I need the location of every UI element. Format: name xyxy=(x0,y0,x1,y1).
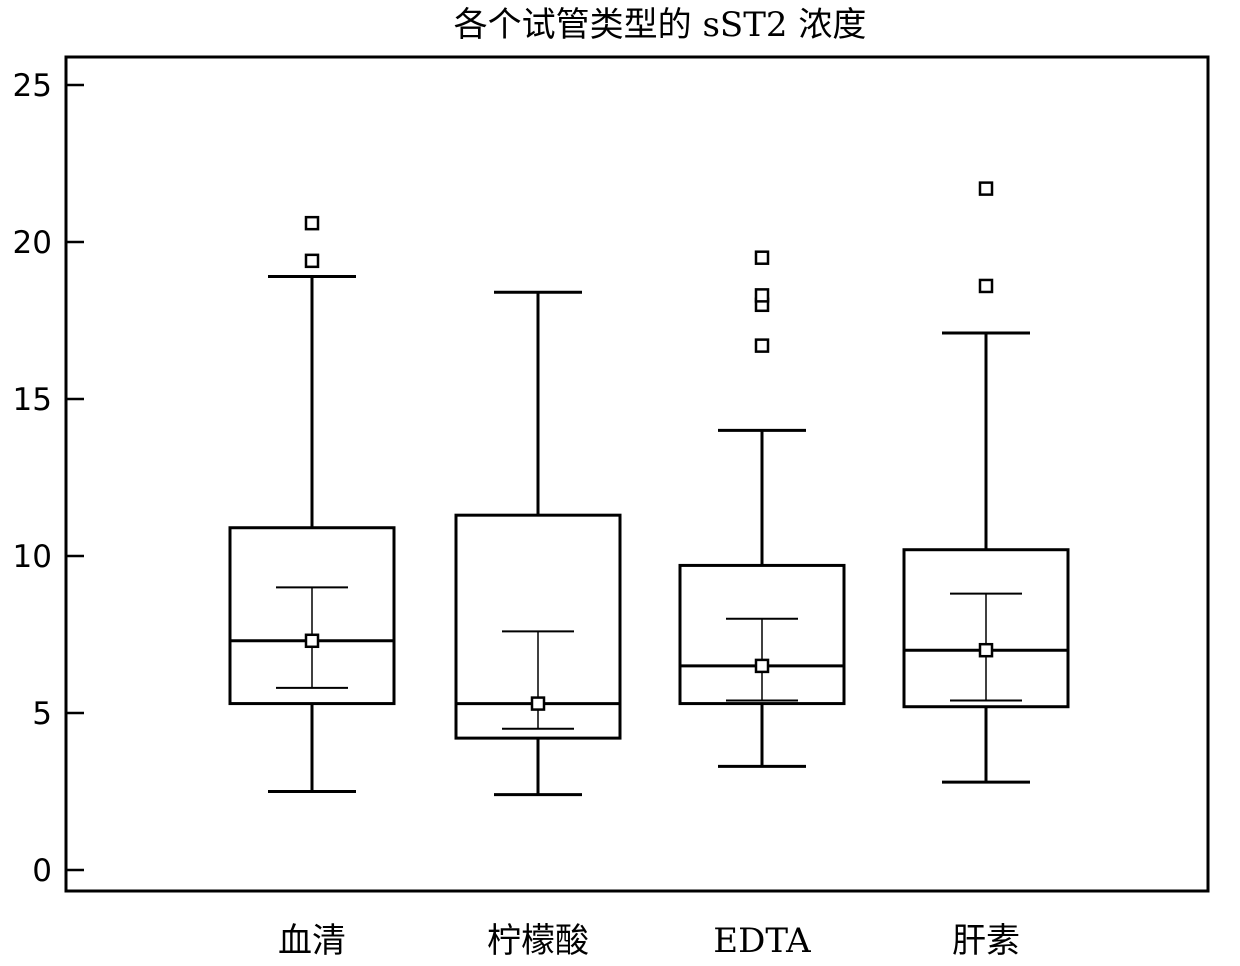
y-tick-label: 25 xyxy=(13,68,52,104)
mean-marker xyxy=(304,633,320,649)
outlier-point xyxy=(304,215,320,231)
x-category-label: 柠檬酸 xyxy=(487,921,589,961)
outlier-point xyxy=(754,338,770,353)
box-group xyxy=(902,181,1070,784)
y-tick-label: 0 xyxy=(32,853,52,889)
box-group xyxy=(678,250,846,768)
mean-marker xyxy=(754,658,770,674)
box-group xyxy=(454,290,622,797)
outlier-point xyxy=(754,288,770,303)
y-tick-label: 15 xyxy=(13,382,52,418)
mean-marker xyxy=(530,696,546,711)
y-tick-label: 5 xyxy=(32,696,52,732)
x-category-label: EDTA xyxy=(713,921,811,961)
outlier-point xyxy=(978,278,994,294)
outlier-point xyxy=(754,250,770,265)
outlier-point xyxy=(978,181,994,196)
mean-marker xyxy=(978,642,994,658)
x-axis: 血清 柠檬酸 EDTA 肝素 xyxy=(278,921,1020,961)
y-tick-label: 20 xyxy=(13,225,52,261)
x-category-label: 肝素 xyxy=(952,921,1020,961)
x-category-label: 血清 xyxy=(278,921,346,961)
chart-title: 各个试管类型的 sST2 浓度 xyxy=(454,5,867,45)
outlier-point xyxy=(304,253,320,269)
plot-frame xyxy=(64,55,1210,893)
y-axis: 0 5 10 15 20 25 xyxy=(13,68,84,889)
box-series xyxy=(228,181,1070,797)
box-group xyxy=(228,215,396,793)
y-tick-label: 10 xyxy=(13,539,52,575)
